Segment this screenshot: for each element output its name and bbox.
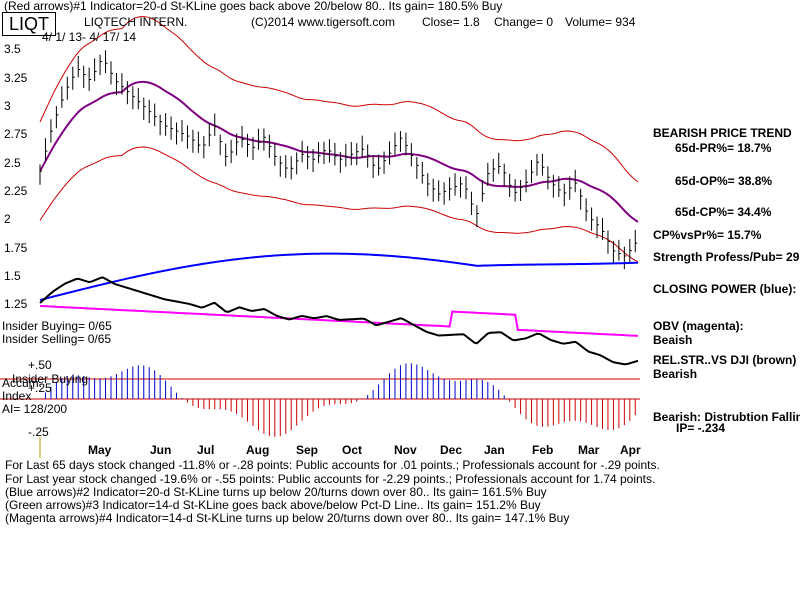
plus-50-label: +.50 <box>28 358 52 372</box>
date-range: 4/ 1/ 13- 4/ 17/ 14 <box>42 30 137 44</box>
closing-power-label: CLOSING POWER (blue): <box>653 282 797 296</box>
op-label: 65d-OP%= 38.8% <box>675 174 773 188</box>
change-value: Change= 0 <box>494 15 554 29</box>
ytick-1-25: 1.25 <box>4 297 28 311</box>
obv-label: OBV (magenta): <box>653 319 744 333</box>
pr-label: 65d-PR%= 18.7% <box>675 141 772 155</box>
header-line1: (Red arrows)#1 Indicator=20-d St-KLine g… <box>4 0 503 13</box>
month-feb: Feb <box>532 443 554 457</box>
month-dec: Dec <box>440 443 463 457</box>
strength-label: Strength Profess/Pub= 29 <box>653 250 800 264</box>
ytick-1-5: 1.5 <box>4 269 21 283</box>
company-name: LIQTECH INTERN. <box>84 15 188 29</box>
volume-value: Volume= 934 <box>565 15 636 29</box>
month-sep: Sep <box>296 443 319 457</box>
obv-line <box>39 305 639 337</box>
month-apr: Apr <box>620 443 641 457</box>
upper-band-line <box>39 16 639 183</box>
month-aug: Aug <box>246 443 270 457</box>
obv-value: Beaish <box>653 333 693 347</box>
trend-label: BEARISH PRICE TREND <box>653 126 792 140</box>
accum-label: Accum. <box>2 376 43 390</box>
footer-line-3: (Blue arrows)#2 Indicator=20-d St-KLine … <box>5 485 547 499</box>
cpvspr-label: CP%vsPr%= 15.7% <box>653 228 762 242</box>
footer-line-4: (Green arrows)#3 Indicator=14-d St-KLine… <box>5 498 541 512</box>
month-may: May <box>88 443 112 457</box>
footer-line-2: For Last year stock changed -19.6% or -.… <box>5 472 656 486</box>
closing-power-line <box>39 252 639 301</box>
relative-strength-line <box>39 276 639 366</box>
minus-25-label: -.25 <box>28 425 49 439</box>
ytick-2-5: 2.5 <box>4 156 21 170</box>
ytick-2-75: 2.75 <box>4 127 28 141</box>
index-label: Index <box>2 389 32 403</box>
moving-average-line <box>39 80 639 223</box>
ip-label: IP= -.234 <box>676 421 726 435</box>
close-value: Close= 1.8 <box>422 15 480 29</box>
month-nov: Nov <box>394 443 417 457</box>
lower-band-line <box>39 146 639 263</box>
ytick-3-5: 3.5 <box>4 42 21 56</box>
ytick-2-25: 2.25 <box>4 184 28 198</box>
ai-label: AI= 128/200 <box>2 402 68 416</box>
cp-label: 65d-CP%= 34.4% <box>675 205 772 219</box>
month-jan: Jan <box>484 443 505 457</box>
insider-selling: Insider Selling= 0/65 <box>2 332 112 346</box>
copyright: (C)2014 www.tigersoft.com <box>251 15 396 29</box>
bearish-dist-label: Bearish: Distrubtion Falling <box>653 410 800 424</box>
month-jul: Jul <box>197 443 215 457</box>
ytick-3-25: 3.25 <box>4 71 28 85</box>
plus-25-label: +.25 <box>28 381 52 395</box>
insider-buying-mid: Insider Buying <box>12 372 89 386</box>
ytick-2: 2 <box>4 212 11 226</box>
month-mar: Mar <box>578 443 600 457</box>
month-oct: Oct <box>342 443 363 457</box>
insider-buying-top: Insider Buying= 0/65 <box>2 319 112 333</box>
relstr-value: Bearish <box>653 367 698 381</box>
plot-layer <box>39 16 639 437</box>
month-jun: Jun <box>150 443 172 457</box>
footer-line-1: For Last 65 days stock changed -11.8% or… <box>5 458 660 472</box>
ticker-symbol: LIQT <box>2 12 56 36</box>
ytick-1-75: 1.75 <box>4 241 28 255</box>
footer-line-5: (Magenta arrows)#4 Indicator=14-d St-KLi… <box>5 511 570 525</box>
relstr-label: REL.STR..VS DJI (brown) <box>653 353 797 367</box>
ytick-3: 3 <box>4 99 11 113</box>
